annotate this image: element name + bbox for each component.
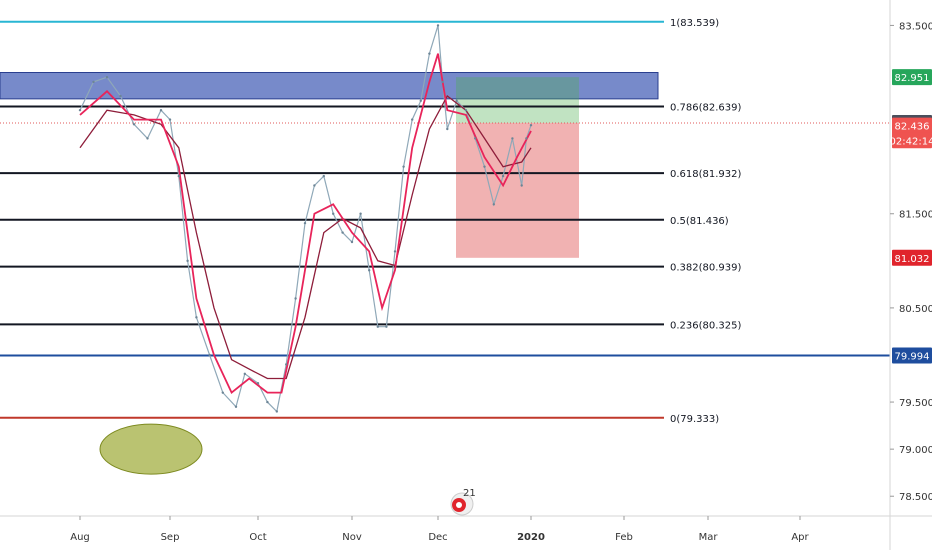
- price-point-12: [221, 391, 224, 394]
- logo-hole-icon: [456, 502, 462, 508]
- price-point-46: [525, 137, 528, 140]
- price-point-43: [501, 174, 505, 178]
- x-tick-label-6: Feb: [615, 532, 633, 543]
- fib-level-label-3: 0.5(81.436): [670, 216, 729, 227]
- price-point-26: [359, 212, 362, 215]
- fib-level-label-0: 1(83.539): [670, 18, 719, 29]
- price-point-44: [511, 137, 514, 140]
- price-point-40: [474, 137, 477, 140]
- highlight-zone: [99, 423, 203, 475]
- price-point-11: [208, 353, 211, 357]
- y-tick-label-4: 79.000: [899, 445, 932, 456]
- price-point-6: [159, 108, 163, 112]
- logo-counter: 21: [463, 488, 476, 499]
- fib-level-label-1: 0.786(82.639): [670, 102, 742, 113]
- x-tick-label-7: Mar: [699, 532, 719, 543]
- y-tick-label-5: 78.500: [899, 492, 932, 503]
- price-series-line: [79, 25, 532, 413]
- x-tick-label-0: Aug: [70, 532, 90, 543]
- fib-level-label-2: 0.618(81.932): [670, 169, 742, 180]
- ema-fast-line: [79, 53, 532, 395]
- price-point-23: [332, 212, 335, 215]
- price-point-8: [177, 174, 180, 178]
- price-point-0: [78, 108, 82, 112]
- price-point-42: [492, 203, 495, 206]
- y-tick-label-3: 79.500: [899, 398, 932, 409]
- price-point-38: [455, 99, 458, 102]
- price-point-2: [105, 76, 109, 79]
- price-point-3: [119, 94, 122, 98]
- price-badge-label-3: 02:42:14: [890, 136, 932, 147]
- price-point-9: [186, 259, 189, 263]
- price-point-28: [376, 325, 379, 328]
- price-point-36: [441, 80, 444, 84]
- x-tick-label-1: Sep: [161, 532, 180, 543]
- tradingview-logo: 21: [450, 488, 476, 516]
- price-point-7: [168, 118, 172, 121]
- price-point-17: [275, 410, 278, 413]
- price-badge-label-4: 81.032: [895, 254, 930, 265]
- x-tick-label-8: Apr: [791, 532, 809, 543]
- price-point-18: [285, 363, 288, 366]
- plot-area: 1(83.539) 0.786(82.639) 0.618(81.932) 0.5(8…: [0, 18, 890, 475]
- price-point-41: [483, 165, 486, 168]
- price-point-24: [341, 231, 344, 234]
- price-badge-label-0: 82.951: [895, 73, 930, 84]
- x-tick-label-3: Nov: [342, 532, 362, 543]
- price-badge-4: [892, 249, 932, 266]
- price-point-37: [446, 127, 449, 131]
- y-tick-label-2: 80.500: [899, 304, 932, 315]
- price-point-34: [428, 52, 431, 55]
- price-point-31: [402, 165, 405, 168]
- price-point-16: [266, 400, 269, 404]
- x-tick-label-5: 2020: [517, 532, 545, 543]
- y-tick-label-1: 81.500: [899, 210, 932, 221]
- price-axis: 83.500 81.500 80.500 79.500 79.000 78.500: [890, 21, 932, 503]
- price-point-14: [243, 372, 246, 376]
- fib-level-label-4: 0.382(80.939): [670, 263, 742, 274]
- price-point-20: [303, 221, 307, 225]
- y-tick-label-0: 83.500: [899, 21, 932, 32]
- price-point-33: [419, 99, 422, 102]
- price-badge-3: [892, 132, 932, 149]
- time-axis[interactable]: Aug Sep Oct Nov Dec 2020 Feb Mar Apr: [70, 516, 810, 543]
- fib-level-label-5: 0.236(80.325): [670, 320, 742, 331]
- price-badge-label-2: 82.436: [895, 122, 930, 133]
- price-badge-2: [892, 117, 932, 134]
- price-point-45: [520, 184, 523, 187]
- price-badge-0: [892, 69, 932, 86]
- price-point-39: [464, 108, 468, 112]
- price-point-21: [313, 184, 316, 187]
- x-tick-label-2: Oct: [249, 532, 266, 543]
- position-stop-zone: [456, 122, 579, 258]
- price-point-22: [322, 174, 325, 178]
- price-point-30: [393, 250, 397, 253]
- x-tick-label-4: Dec: [428, 532, 447, 543]
- price-point-25: [350, 240, 354, 244]
- price-point-29: [385, 325, 388, 328]
- price-point-4: [132, 123, 136, 126]
- price-badge-5: [892, 347, 932, 364]
- price-point-19: [294, 297, 297, 300]
- fib-level-label-6: 0(79.333): [670, 414, 719, 425]
- price-point-10: [195, 316, 198, 319]
- price-point-32: [411, 118, 414, 121]
- price-point-27: [368, 269, 371, 272]
- price-point-5: [146, 137, 149, 140]
- price-point-1: [92, 80, 95, 84]
- position-target-zone: [456, 77, 579, 123]
- price-point-47: [529, 124, 533, 127]
- price-point-35: [436, 24, 440, 27]
- price-badge-label-5: 79.994: [895, 352, 930, 363]
- price-point-13: [234, 405, 238, 408]
- price-point-15: [256, 382, 260, 385]
